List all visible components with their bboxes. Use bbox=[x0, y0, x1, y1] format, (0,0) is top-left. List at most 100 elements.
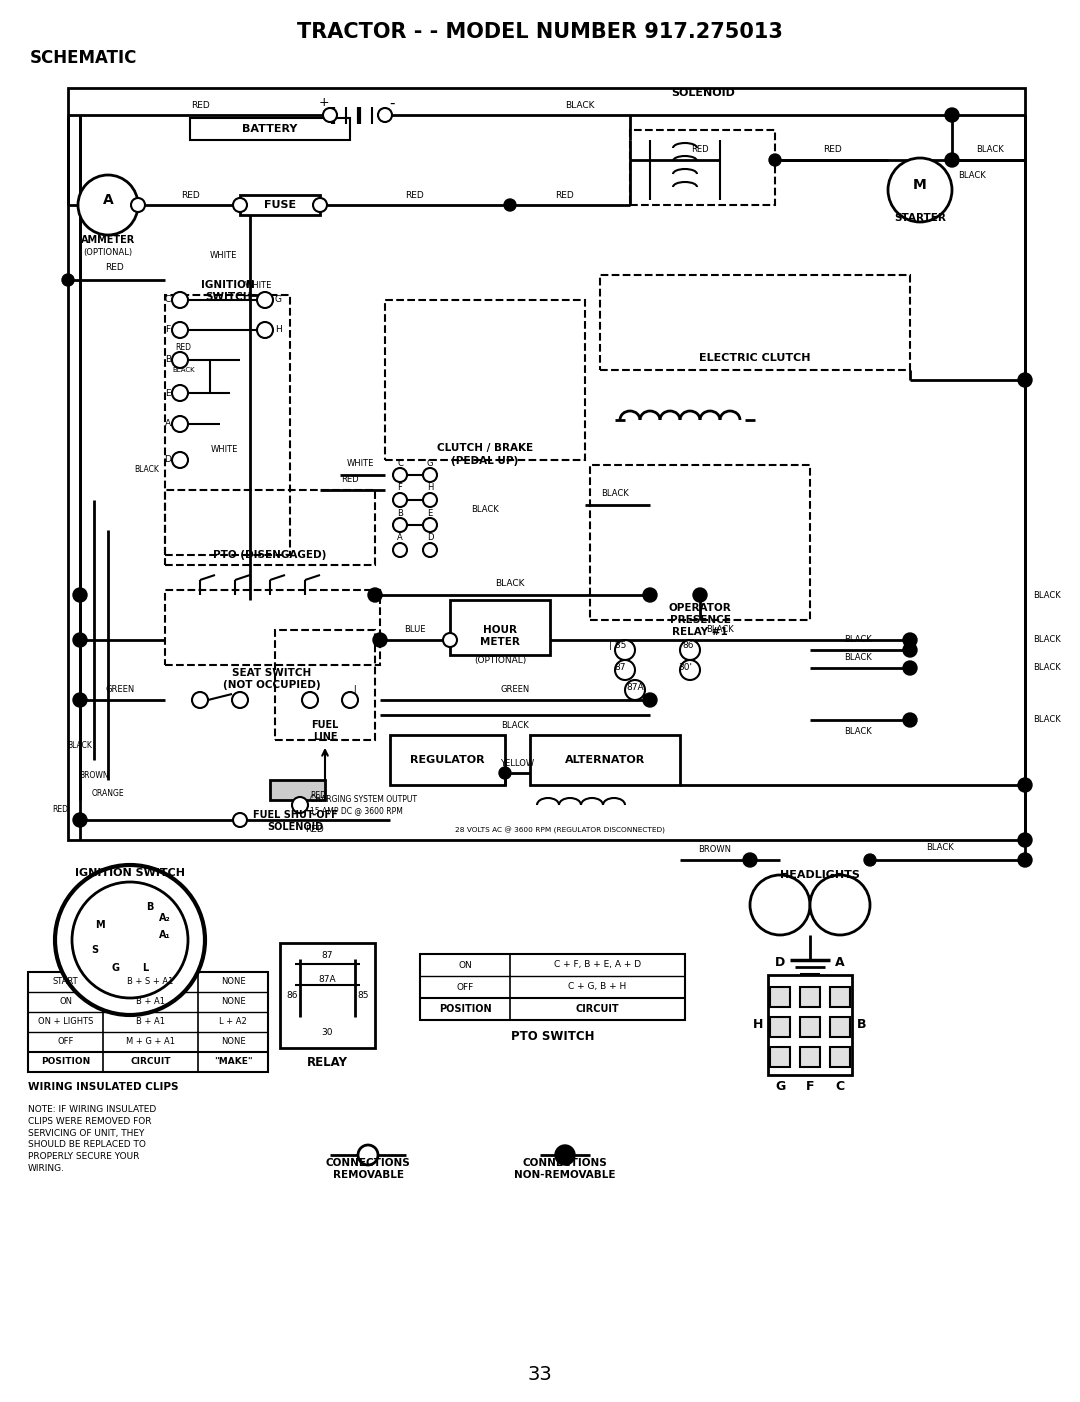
Text: F: F bbox=[165, 325, 171, 335]
Circle shape bbox=[625, 680, 645, 700]
Circle shape bbox=[680, 639, 700, 660]
Text: | 85: | 85 bbox=[609, 642, 626, 651]
Circle shape bbox=[750, 875, 810, 935]
Circle shape bbox=[78, 175, 138, 236]
Bar bbox=[770, 987, 789, 1007]
Text: C: C bbox=[165, 296, 171, 304]
Text: 30': 30' bbox=[678, 663, 692, 673]
Circle shape bbox=[73, 587, 87, 601]
Text: BLACK: BLACK bbox=[68, 740, 93, 750]
Text: 87A: 87A bbox=[626, 684, 644, 693]
Text: BROWN: BROWN bbox=[79, 771, 109, 780]
Text: RED: RED bbox=[306, 826, 324, 834]
Bar bbox=[165, 590, 380, 665]
Text: WHITE: WHITE bbox=[210, 251, 237, 259]
Text: RELAY #1: RELAY #1 bbox=[672, 627, 728, 637]
Text: CIRCUIT: CIRCUIT bbox=[576, 1004, 619, 1014]
Text: RED: RED bbox=[52, 806, 68, 815]
Text: CONNECTIONS: CONNECTIONS bbox=[326, 1158, 410, 1168]
Circle shape bbox=[378, 108, 392, 122]
Text: WIRING INSULATED CLIPS: WIRING INSULATED CLIPS bbox=[28, 1082, 178, 1092]
Text: M: M bbox=[95, 920, 105, 930]
Bar bbox=[800, 987, 820, 1007]
Circle shape bbox=[172, 416, 188, 432]
Circle shape bbox=[313, 198, 327, 212]
Text: BLACK: BLACK bbox=[471, 506, 499, 515]
Circle shape bbox=[864, 854, 876, 866]
Text: SOLENOID: SOLENOID bbox=[671, 88, 734, 98]
Text: GREEN: GREEN bbox=[106, 684, 135, 694]
Text: ORANGE: ORANGE bbox=[92, 788, 124, 798]
Text: NONE: NONE bbox=[220, 1037, 245, 1046]
Text: BLUE: BLUE bbox=[404, 624, 426, 634]
Circle shape bbox=[357, 1145, 378, 1165]
Circle shape bbox=[292, 796, 308, 813]
Text: B: B bbox=[146, 901, 153, 911]
Text: C + F, B + E, A + D: C + F, B + E, A + D bbox=[554, 960, 642, 970]
Text: ON: ON bbox=[59, 997, 72, 1007]
Text: IGNITION SWITCH: IGNITION SWITCH bbox=[75, 868, 185, 878]
Bar bbox=[102, 916, 158, 925]
Text: RELAY: RELAY bbox=[307, 1057, 348, 1070]
Circle shape bbox=[323, 108, 337, 122]
Text: 87A: 87A bbox=[319, 976, 336, 984]
Text: CLUTCH / BRAKE: CLUTCH / BRAKE bbox=[437, 443, 534, 453]
Text: NOTE: IF WIRING INSULATED
CLIPS WERE REMOVED FOR
SERVICING OF UNIT, THEY
SHOULD : NOTE: IF WIRING INSULATED CLIPS WERE REM… bbox=[28, 1105, 157, 1173]
Text: D: D bbox=[774, 956, 785, 970]
Circle shape bbox=[393, 543, 407, 557]
Text: BLACK: BLACK bbox=[845, 635, 872, 644]
Text: A₂: A₂ bbox=[159, 913, 171, 923]
Text: REGULATOR: REGULATOR bbox=[409, 756, 484, 765]
Text: J: J bbox=[354, 686, 356, 694]
Circle shape bbox=[55, 865, 205, 1015]
Circle shape bbox=[443, 632, 457, 646]
Text: BLACK: BLACK bbox=[1032, 715, 1061, 725]
Circle shape bbox=[423, 543, 437, 557]
Text: A: A bbox=[835, 956, 845, 970]
Bar bbox=[420, 953, 685, 1021]
Text: TRACTOR - - MODEL NUMBER 917.275013: TRACTOR - - MODEL NUMBER 917.275013 bbox=[297, 22, 783, 42]
Circle shape bbox=[643, 693, 657, 707]
Circle shape bbox=[615, 660, 635, 680]
Text: CHARGING SYSTEM OUTPUT: CHARGING SYSTEM OUTPUT bbox=[310, 795, 417, 805]
Circle shape bbox=[769, 154, 781, 165]
Text: A: A bbox=[397, 534, 403, 543]
Text: RED: RED bbox=[180, 191, 200, 199]
Circle shape bbox=[1018, 778, 1032, 792]
Text: B + A1: B + A1 bbox=[136, 997, 165, 1007]
Text: ALTERNATOR: ALTERNATOR bbox=[565, 756, 645, 765]
Circle shape bbox=[643, 587, 657, 601]
Bar bbox=[831, 1047, 850, 1067]
Text: H: H bbox=[427, 484, 433, 492]
Text: BLACK: BLACK bbox=[565, 101, 595, 109]
Bar bbox=[630, 130, 775, 205]
Text: FUEL: FUEL bbox=[311, 721, 339, 730]
Text: RED: RED bbox=[175, 343, 191, 352]
Circle shape bbox=[693, 587, 707, 601]
Bar bbox=[800, 1016, 820, 1037]
Text: RED: RED bbox=[191, 101, 210, 109]
Circle shape bbox=[73, 813, 87, 827]
Text: "MAKE": "MAKE" bbox=[214, 1057, 253, 1067]
Text: ON + LIGHTS: ON + LIGHTS bbox=[38, 1018, 93, 1026]
Circle shape bbox=[192, 693, 208, 708]
Text: BLACK: BLACK bbox=[602, 489, 629, 499]
Circle shape bbox=[423, 517, 437, 531]
Circle shape bbox=[257, 292, 273, 308]
Circle shape bbox=[499, 767, 511, 780]
Text: 87: 87 bbox=[322, 951, 334, 960]
Text: HOUR: HOUR bbox=[483, 625, 517, 635]
Bar bbox=[770, 1047, 789, 1067]
Text: (PEDAL UP): (PEDAL UP) bbox=[451, 456, 518, 465]
Text: LINE: LINE bbox=[313, 732, 337, 742]
Text: WHITE: WHITE bbox=[244, 280, 272, 289]
Circle shape bbox=[393, 494, 407, 508]
Text: POSITION: POSITION bbox=[438, 1004, 491, 1014]
Text: F: F bbox=[806, 1081, 814, 1094]
Circle shape bbox=[172, 352, 188, 367]
Text: C + G, B + H: C + G, B + H bbox=[568, 983, 626, 991]
Text: NONE: NONE bbox=[220, 977, 245, 987]
Text: BLACK: BLACK bbox=[976, 146, 1004, 154]
Bar bbox=[390, 735, 505, 785]
Bar bbox=[600, 275, 910, 370]
